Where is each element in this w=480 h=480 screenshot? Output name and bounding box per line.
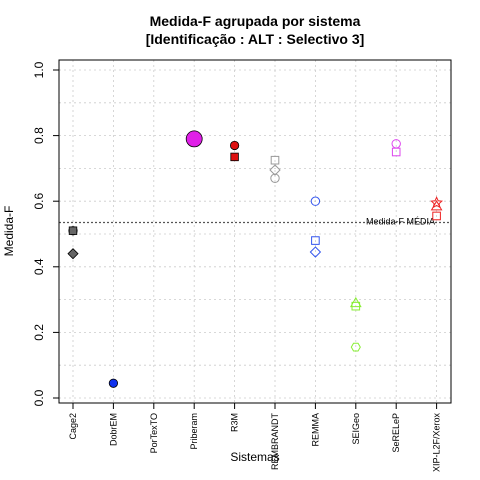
y-tick-label: 1.0 bbox=[32, 61, 46, 78]
point-r3m-circle bbox=[230, 140, 240, 151]
data-points bbox=[67, 130, 443, 388]
point-remma-square bbox=[311, 236, 320, 245]
reference-line-label: Medida-F MÉDIA bbox=[366, 217, 435, 227]
x-tick-label: XIP-L2F/Xerox bbox=[432, 413, 442, 473]
point-xip-l2f-xerox-triangle bbox=[430, 200, 443, 211]
point-seigeo-hexagon bbox=[350, 342, 361, 352]
point-remma-diamond bbox=[309, 246, 322, 258]
x-tick-label: REMMA bbox=[310, 413, 320, 447]
reference-line-group: Medida-F MÉDIA bbox=[59, 217, 451, 227]
y-tick-label: 0.6 bbox=[32, 193, 46, 210]
point-priberam-circle bbox=[185, 130, 203, 148]
x-tick-label: SeRELeP bbox=[391, 413, 401, 453]
point-rembrandt-diamond bbox=[269, 164, 281, 176]
point-cage2-diamond bbox=[67, 248, 79, 260]
y-axis-label: Medida-F bbox=[2, 206, 16, 257]
x-axis: Cage2 DobrEM PorTexTO Priberam R3M REMBRANDT R… bbox=[68, 403, 442, 472]
point-seigeo-square bbox=[351, 301, 361, 311]
grid bbox=[59, 60, 451, 403]
point-xip-l2f-xerox-square bbox=[432, 211, 441, 221]
point-r3m-square bbox=[230, 152, 239, 162]
x-tick-label: SEIGeo bbox=[351, 413, 361, 445]
x-tick-label: R3M bbox=[230, 413, 240, 432]
x-axis-label: Sistemas bbox=[230, 450, 279, 464]
point-xip-l2f-xerox-star bbox=[430, 196, 443, 209]
y-tick-label: 0.2 bbox=[32, 324, 46, 341]
point-dobrem-circle bbox=[108, 378, 119, 388]
point-cage2-square bbox=[68, 226, 78, 235]
y-tick-label: 0.4 bbox=[32, 258, 46, 275]
x-tick-label: Priberam bbox=[189, 413, 199, 450]
chart-subtitle: [Identificação : ALT : Selectivo 3] bbox=[146, 31, 365, 47]
x-tick-label: REMBRANDT bbox=[270, 413, 280, 471]
chart-title: Medida-F agrupada por sistema bbox=[150, 13, 361, 29]
point-rembrandt-circle bbox=[270, 173, 280, 183]
x-tick-label: PorTexTO bbox=[149, 413, 159, 453]
x-tick-label: Cage2 bbox=[68, 413, 78, 440]
x-tick-label: DobrEM bbox=[108, 413, 118, 446]
point-remma-circle bbox=[310, 196, 321, 206]
y-axis: 0.0 0.2 0.4 0.6 0.8 1.0 bbox=[32, 61, 59, 406]
y-tick-label: 0.8 bbox=[32, 127, 46, 144]
plot-area-frame bbox=[58, 59, 452, 404]
y-tick-label: 0.0 bbox=[32, 389, 46, 406]
point-serelep-square bbox=[391, 147, 401, 157]
point-rembrandt-square bbox=[270, 155, 280, 165]
